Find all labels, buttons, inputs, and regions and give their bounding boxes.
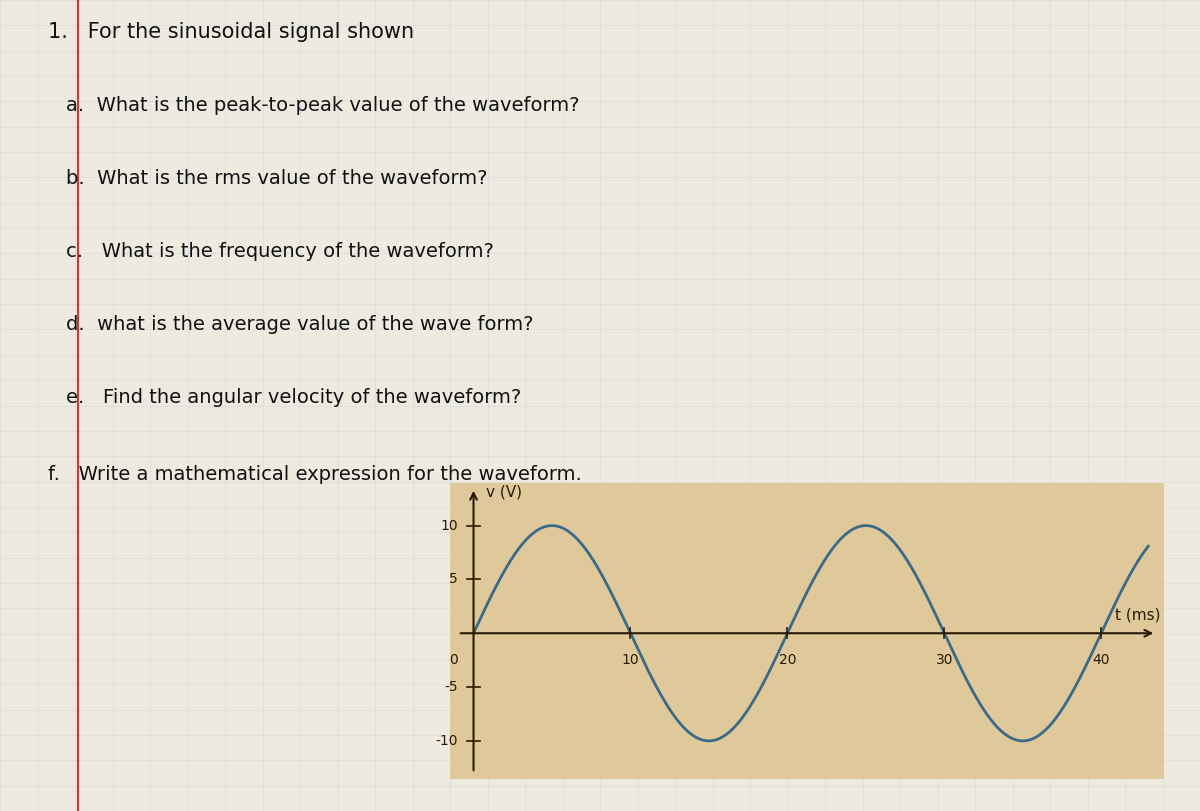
Text: 10: 10 xyxy=(622,653,640,667)
Text: v (V): v (V) xyxy=(486,485,522,500)
Text: 5: 5 xyxy=(449,573,458,586)
Text: c.   What is the frequency of the waveform?: c. What is the frequency of the waveform… xyxy=(66,242,494,261)
Text: a.  What is the peak-to-peak value of the waveform?: a. What is the peak-to-peak value of the… xyxy=(66,96,580,115)
Text: d.  what is the average value of the wave form?: d. what is the average value of the wave… xyxy=(66,315,534,334)
Text: 20: 20 xyxy=(779,653,796,667)
Text: f.   Write a mathematical expression for the waveform.: f. Write a mathematical expression for t… xyxy=(48,465,582,484)
Text: 0: 0 xyxy=(449,653,458,667)
Text: e.   Find the angular velocity of the waveform?: e. Find the angular velocity of the wave… xyxy=(66,388,521,407)
Text: 10: 10 xyxy=(440,518,458,533)
Text: 30: 30 xyxy=(936,653,953,667)
Text: 1.   For the sinusoidal signal shown: 1. For the sinusoidal signal shown xyxy=(48,23,414,42)
Text: b.  What is the rms value of the waveform?: b. What is the rms value of the waveform… xyxy=(66,169,487,188)
Text: -10: -10 xyxy=(436,734,458,748)
Text: -5: -5 xyxy=(444,680,458,694)
Text: 40: 40 xyxy=(1092,653,1110,667)
Text: t (ms): t (ms) xyxy=(1115,607,1160,623)
